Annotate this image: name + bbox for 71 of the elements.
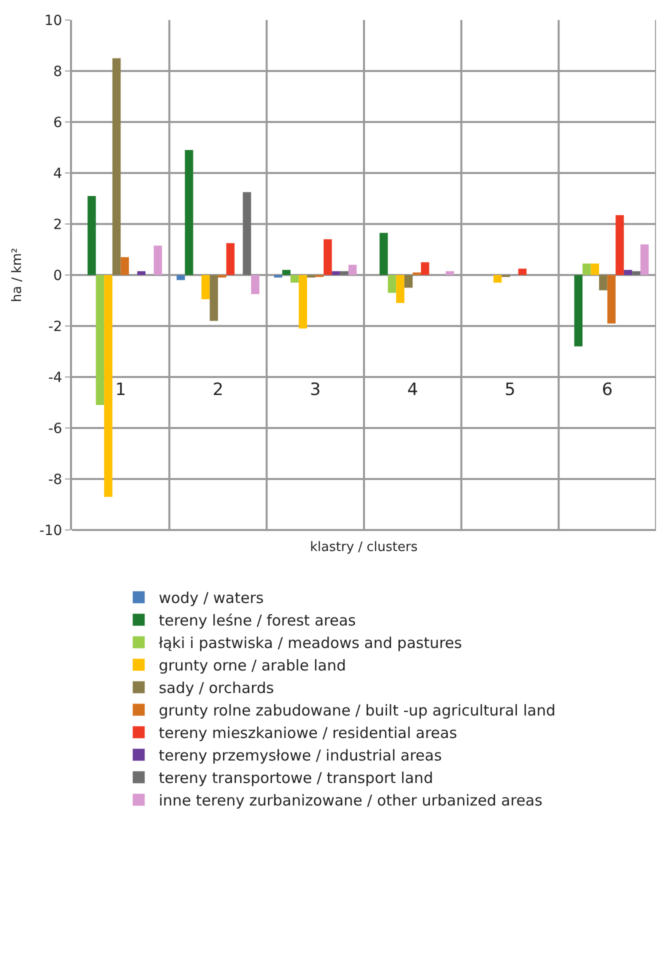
bar: [599, 275, 608, 290]
bar: [218, 275, 226, 278]
bar: [154, 246, 162, 275]
bar: [582, 264, 591, 275]
bar: [298, 275, 308, 329]
bar: [201, 275, 210, 300]
bar: [251, 275, 260, 294]
bar: [242, 192, 252, 275]
bar: [607, 275, 616, 324]
y-tick-label: -4: [48, 370, 62, 386]
bar: [274, 275, 282, 278]
y-tick-label: -2: [48, 318, 62, 335]
legend-label: grunty orne / arable land: [158, 656, 346, 675]
legend-label: tereny leśne / forest areas: [158, 612, 356, 630]
y-tick-label: 10: [44, 12, 62, 29]
bar: [324, 239, 332, 275]
bar: [380, 232, 388, 275]
bar: [493, 275, 502, 283]
bar: [574, 275, 583, 346]
x-tick-label: 3: [310, 380, 321, 400]
legend-label: wody / waters: [158, 589, 264, 608]
legend-label: tereny mieszkaniowe / residential areas: [158, 724, 458, 742]
bar: [210, 275, 218, 321]
bar: [340, 271, 348, 275]
legend-label: grunty rolne zabudowane / built -up agricultural land: [158, 702, 556, 720]
bar: [420, 262, 430, 275]
bar: [184, 150, 194, 275]
bar: [137, 271, 146, 275]
y-tick-label: 2: [53, 216, 62, 233]
legend-label: tereny przemysłowe / industrial areas: [158, 746, 442, 765]
bar: [640, 244, 649, 275]
bar: [624, 270, 632, 275]
bar: [88, 196, 96, 275]
legend-label: łąki i pastwiska / meadows and pastures: [158, 634, 462, 652]
y-tick-label: -8: [48, 472, 62, 488]
x-tick-label: 5: [504, 380, 516, 400]
bar: [307, 275, 316, 278]
bar: [120, 257, 129, 275]
y-tick-label: 4: [53, 166, 62, 182]
x-tick-label: 2: [212, 380, 224, 400]
bar: [290, 275, 299, 283]
bar: [112, 58, 121, 275]
bar: [176, 275, 185, 280]
y-tick-label: -6: [48, 420, 62, 437]
bar: [616, 215, 624, 275]
bar: [518, 268, 527, 275]
bar: [388, 275, 396, 293]
bar: [226, 243, 235, 275]
bar: [412, 272, 421, 275]
y-tick-label: -10: [39, 522, 62, 539]
x-axis-title: klastry / clusters: [310, 540, 418, 555]
bar: [96, 275, 104, 406]
bar: [446, 271, 454, 275]
bar: [590, 264, 600, 275]
bar: [348, 264, 357, 275]
legend-label: tereny transportowe / transport land: [158, 769, 434, 788]
bar: [404, 275, 413, 288]
y-tick-label: 8: [53, 64, 62, 80]
x-tick-label: 4: [407, 380, 418, 400]
bar: [396, 275, 404, 304]
legend-label: inne tereny zurbanizowane / other urbanized areas: [158, 792, 543, 810]
bar: [282, 270, 291, 275]
y-tick-label: 0: [53, 268, 62, 284]
y-axis-title: ha / km²: [10, 248, 25, 302]
x-tick-label: 1: [115, 380, 126, 400]
y-tick-label: 6: [53, 114, 62, 131]
bar: [104, 275, 112, 497]
legend-label: sady / orchards: [158, 679, 274, 698]
bar: [332, 271, 340, 275]
x-tick-label: 6: [602, 380, 613, 400]
bar: [632, 271, 640, 275]
